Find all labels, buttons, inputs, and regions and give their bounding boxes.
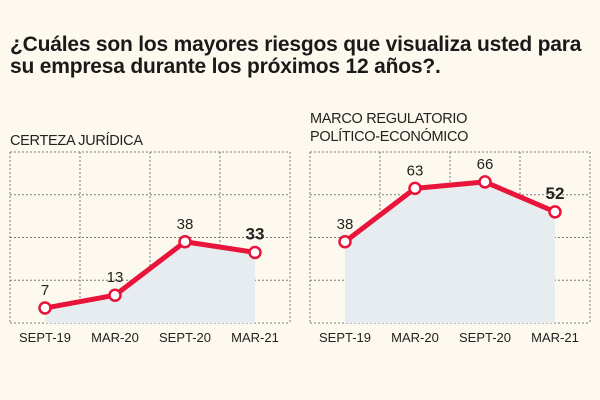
data-value-label: 52 <box>546 184 565 203</box>
data-value-label: 38 <box>337 216 354 233</box>
x-tick-label: MAR-20 <box>91 330 139 345</box>
data-point-marker <box>38 301 52 315</box>
x-tick-label: SEPT-19 <box>19 330 71 345</box>
data-value-label: 66 <box>477 156 494 173</box>
data-value-label: 13 <box>107 269 124 286</box>
panel-label-line: POLÍTICO-ECONÓMICO <box>310 129 469 145</box>
x-tick-label: MAR-21 <box>231 330 279 345</box>
data-point-marker <box>478 175 492 189</box>
series-area <box>345 181 555 323</box>
data-point-marker <box>338 235 352 249</box>
x-tick-label: MAR-21 <box>531 330 579 345</box>
data-value-label: 63 <box>407 162 424 179</box>
x-tick-label: SEPT-20 <box>159 330 211 345</box>
data-value-label: 38 <box>177 216 194 233</box>
x-tick-label: MAR-20 <box>391 330 439 345</box>
series-line <box>42 239 258 311</box>
panel-label-marco: MARCO REGULATORIO POLÍTICO-ECONÓMICO <box>310 110 590 146</box>
data-value-label: 33 <box>246 224 265 243</box>
data-point-marker <box>548 205 562 219</box>
data-point-marker <box>248 245 262 260</box>
panel-label-certeza: CERTEZA JURÍDICA <box>10 132 290 150</box>
panel-label-line: CERTEZA JURÍDICA <box>10 133 143 149</box>
chart-question-title: ¿Cuáles son los mayores riesgos que visu… <box>10 33 582 78</box>
panel-label-line: MARCO REGULATORIO <box>310 111 468 127</box>
series-area <box>45 241 255 323</box>
data-value-label: 7 <box>41 282 49 299</box>
series-line <box>342 179 558 245</box>
x-tick-label: SEPT-19 <box>319 330 371 345</box>
data-point-marker <box>108 288 122 302</box>
data-point-marker <box>408 181 422 196</box>
x-tick-label: SEPT-20 <box>459 330 511 345</box>
data-point-marker <box>178 235 192 249</box>
